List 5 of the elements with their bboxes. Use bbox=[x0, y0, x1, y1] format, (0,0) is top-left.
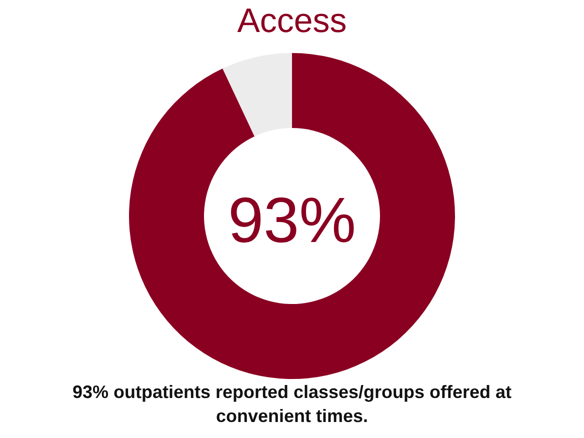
donut-slice bbox=[129, 53, 455, 379]
donut-slice bbox=[222, 53, 292, 136]
text: 93% outpatients reported classes/groups offered at convenient times. bbox=[72, 381, 512, 428]
data-label: 93% bbox=[226, 183, 358, 258]
chart-title: Access bbox=[236, 2, 348, 41]
